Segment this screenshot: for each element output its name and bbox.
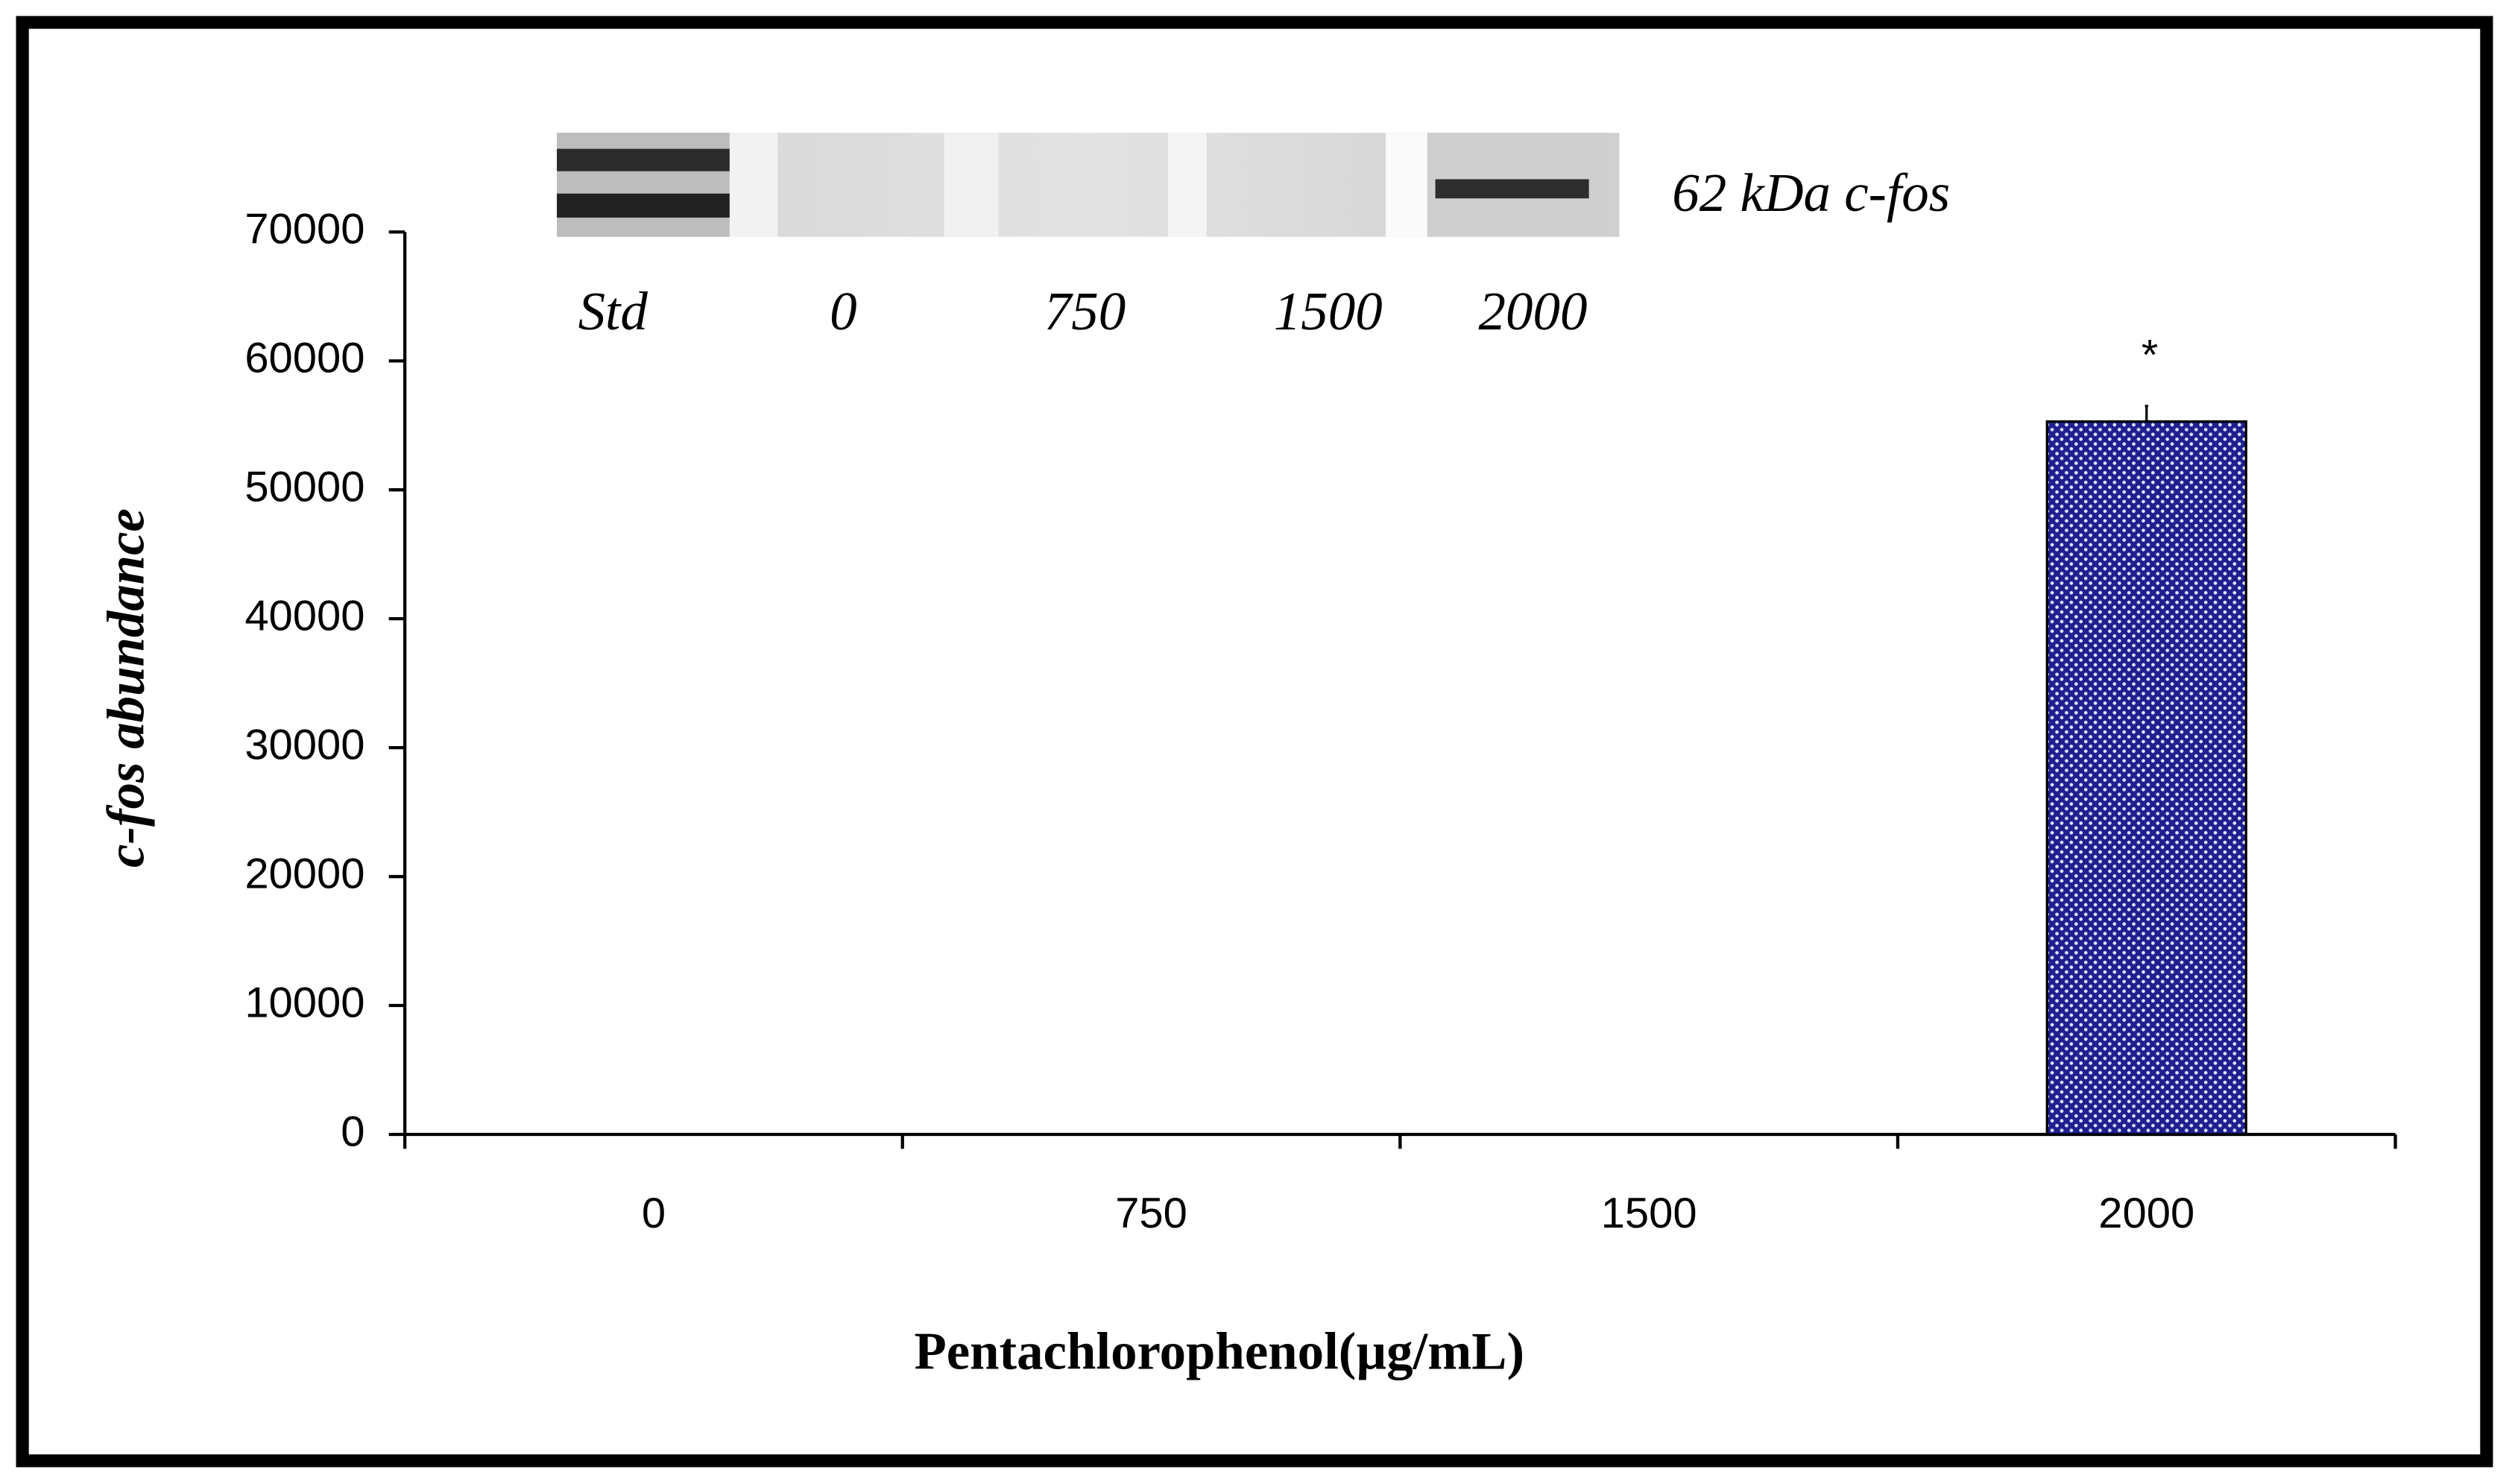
y-tick-label: 40000 [244,592,364,640]
blot-lane-label: 0 [830,281,856,341]
blot-lane-label: 750 [1044,281,1126,341]
x-tick-label: 750 [1115,1190,1187,1237]
x-tick-label: 2000 [2098,1190,2194,1237]
blot-lane-label: 2000 [1479,281,1588,341]
x-tick-label: 0 [642,1190,666,1237]
blot-lane-label: Std [578,281,648,341]
x-tick-label: 1500 [1601,1190,1697,1237]
y-tick-label: 10000 [244,979,364,1026]
y-tick-label: 70000 [244,206,364,253]
x-axis-title: Pentachlorophenol(µg/mL) [914,1323,1524,1381]
bar [2045,420,2247,1136]
blot-lane-label: 1500 [1274,281,1383,341]
y-tick-label: 0 [341,1108,364,1155]
y-tick-label: 20000 [244,850,364,897]
y-axis-title: c-fos abundance [97,508,155,868]
blot-image [557,133,1620,237]
y-tick-label: 60000 [244,335,364,382]
y-tick-label: 30000 [244,721,364,768]
blot-label: 62 kDa c-fos [1672,162,1950,223]
y-tick-label: 50000 [244,463,364,511]
significance-mark: * [2142,332,2159,379]
